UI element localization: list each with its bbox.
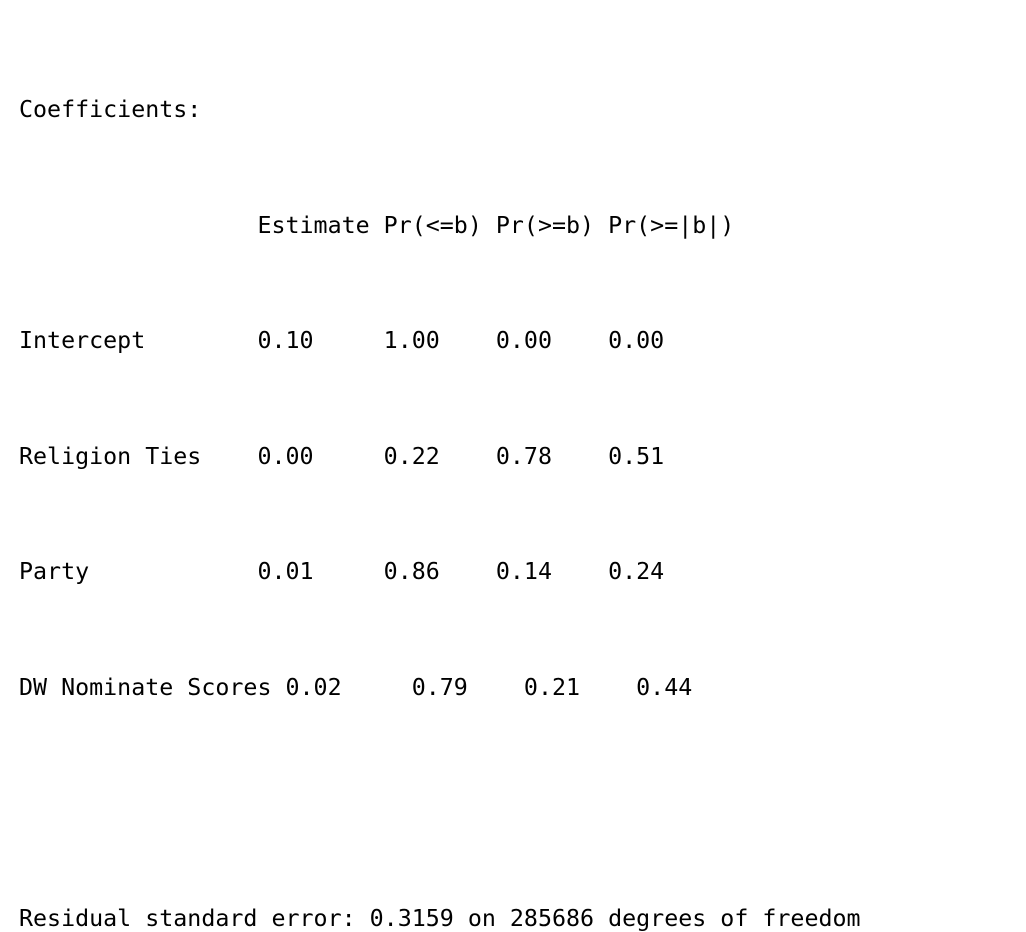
blank-line [19, 784, 1019, 823]
table-row: DW Nominate Scores 0.02 0.79 0.21 0.44 [19, 669, 1019, 708]
table-row: Religion Ties 0.00 0.22 0.78 0.51 [19, 438, 1019, 477]
table-header: Estimate Pr(<=b) Pr(>=b) Pr(>=|b|) [19, 207, 1019, 246]
table-row: Party 0.01 0.86 0.14 0.24 [19, 553, 1019, 592]
residual-standard-error: Residual standard error: 0.3159 on 28568… [19, 900, 1019, 932]
console-output: Coefficients: Estimate Pr(<=b) Pr(>=b) P… [19, 14, 1019, 932]
coefficients-heading: Coefficients: [19, 91, 1019, 130]
table-row: Intercept 0.10 1.00 0.00 0.00 [19, 322, 1019, 361]
